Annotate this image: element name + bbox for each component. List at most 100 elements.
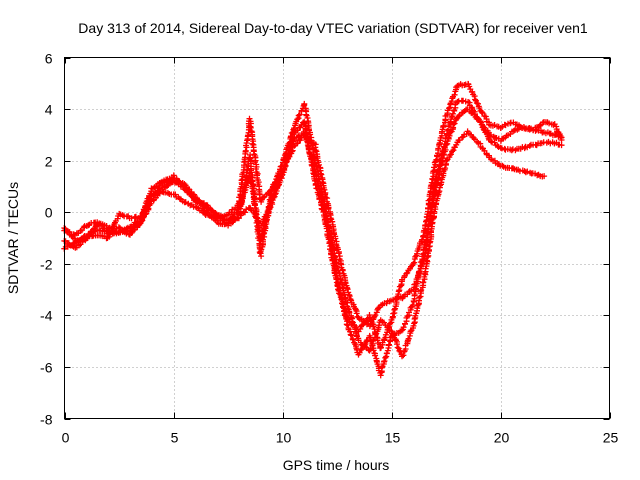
y-tick-label: 6 xyxy=(45,51,53,67)
data-marker xyxy=(127,221,143,238)
data-marker xyxy=(486,136,502,150)
data-marker xyxy=(475,103,492,126)
data-marker xyxy=(486,154,502,168)
data-marker xyxy=(442,84,460,119)
data-marker xyxy=(180,182,197,204)
data-marker xyxy=(192,203,208,217)
y-tick-label: -4 xyxy=(40,308,53,324)
data-points xyxy=(61,80,565,379)
data-marker xyxy=(334,282,351,323)
data-marker xyxy=(312,141,329,198)
data-marker xyxy=(355,334,373,358)
data-marker xyxy=(518,124,534,133)
data-marker xyxy=(137,188,155,220)
data-marker xyxy=(345,289,361,320)
data-marker xyxy=(377,319,395,352)
data-marker xyxy=(378,298,393,309)
x-axis-label: GPS time / hours xyxy=(283,457,390,473)
data-marker xyxy=(115,224,131,236)
data-marker xyxy=(399,287,415,302)
data-marker xyxy=(443,141,460,167)
x-tick-label: 0 xyxy=(62,430,70,446)
data-marker xyxy=(214,214,230,226)
data-marker xyxy=(497,120,514,131)
x-tick-label: 20 xyxy=(494,430,510,446)
data-marker xyxy=(388,278,405,323)
data-marker xyxy=(104,227,121,236)
chart-title: Day 313 of 2014, Sidereal Day-to-day VTE… xyxy=(78,20,588,36)
data-marker xyxy=(497,131,514,144)
data-marker xyxy=(399,325,416,360)
x-tick-label: 15 xyxy=(385,430,401,446)
data-marker xyxy=(235,172,253,213)
data-marker xyxy=(388,328,404,340)
data-marker xyxy=(246,115,264,203)
data-marker xyxy=(454,131,470,146)
plot-frame xyxy=(64,57,610,419)
data-marker xyxy=(366,332,384,376)
data-marker xyxy=(116,210,132,220)
y-tick-label: -6 xyxy=(40,360,53,376)
data-marker xyxy=(148,179,164,192)
data-marker xyxy=(530,140,545,149)
data-marker xyxy=(465,80,481,107)
data-marker xyxy=(289,119,306,138)
series-track-1 xyxy=(61,128,548,360)
data-marker xyxy=(421,180,438,262)
data-marker xyxy=(72,237,89,251)
data-marker xyxy=(83,223,99,242)
data-marker xyxy=(541,173,548,180)
data-marker xyxy=(333,242,351,293)
data-marker xyxy=(475,116,492,136)
data-marker xyxy=(508,145,524,154)
data-marker xyxy=(410,232,427,267)
x-tick-label: 5 xyxy=(171,430,179,446)
data-marker xyxy=(410,279,427,329)
data-marker xyxy=(431,116,449,166)
data-marker xyxy=(410,256,427,293)
data-marker xyxy=(225,209,241,227)
data-marker xyxy=(345,325,361,356)
y-axis-label: SDTVAR / TECUs xyxy=(5,182,21,294)
data-marker xyxy=(558,137,565,144)
data-marker xyxy=(192,198,207,207)
data-marker xyxy=(322,194,340,248)
data-marker xyxy=(420,161,439,235)
data-marker xyxy=(558,142,565,149)
data-marker xyxy=(279,134,297,179)
data-marker xyxy=(486,121,502,130)
data-marker xyxy=(399,262,416,283)
data-marker xyxy=(442,99,459,141)
y-tick-label: -2 xyxy=(40,257,53,273)
data-marker xyxy=(258,188,273,205)
data-marker xyxy=(170,191,186,205)
axis-ticks: 0 5 10 15 20 25 -8 -6 -4 -2 0 2 4 6 xyxy=(40,51,618,446)
y-tick-label: 0 xyxy=(45,205,53,221)
data-marker xyxy=(257,197,274,244)
data-marker xyxy=(432,135,449,184)
data-marker xyxy=(507,119,523,130)
data-marker xyxy=(203,202,219,220)
x-tick-label: 25 xyxy=(603,430,619,446)
data-marker xyxy=(398,302,416,334)
y-tick-label: 2 xyxy=(45,154,53,170)
series-track-4 xyxy=(61,80,565,352)
data-marker xyxy=(159,174,175,185)
data-marker xyxy=(322,221,340,286)
data-marker xyxy=(345,316,360,333)
data-marker xyxy=(486,131,502,142)
data-marker xyxy=(301,118,318,182)
data-marker xyxy=(268,175,285,203)
data-marker xyxy=(311,177,329,226)
data-marker xyxy=(519,141,534,152)
data-marker xyxy=(465,99,481,121)
data-marker xyxy=(508,165,523,175)
data-marker xyxy=(464,128,480,145)
data-marker xyxy=(540,138,556,147)
data-marker xyxy=(377,334,394,379)
y-tick-label: -8 xyxy=(40,412,53,428)
x-tick-label: 10 xyxy=(276,430,292,446)
y-tick-label: 4 xyxy=(45,102,53,118)
data-marker xyxy=(268,170,285,193)
